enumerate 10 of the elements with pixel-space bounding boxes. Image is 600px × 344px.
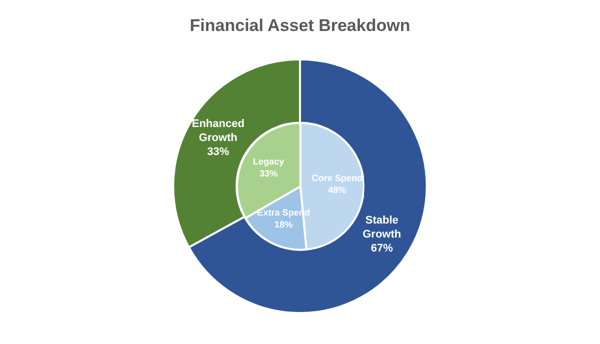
slice-label: Core Spend [311, 172, 362, 183]
slice-label: Stable Growth [362, 214, 402, 241]
data-label: 33% [207, 146, 230, 158]
slice-label: Enhanced Growth [192, 118, 244, 144]
slice-label: Legacy [252, 156, 284, 166]
chart-title: Financial Asset Breakdown [190, 16, 410, 35]
data-label: 48% [328, 184, 346, 195]
data-label: 33% [259, 168, 278, 178]
data-label: 67% [370, 242, 394, 255]
data-label: 18% [274, 219, 292, 230]
